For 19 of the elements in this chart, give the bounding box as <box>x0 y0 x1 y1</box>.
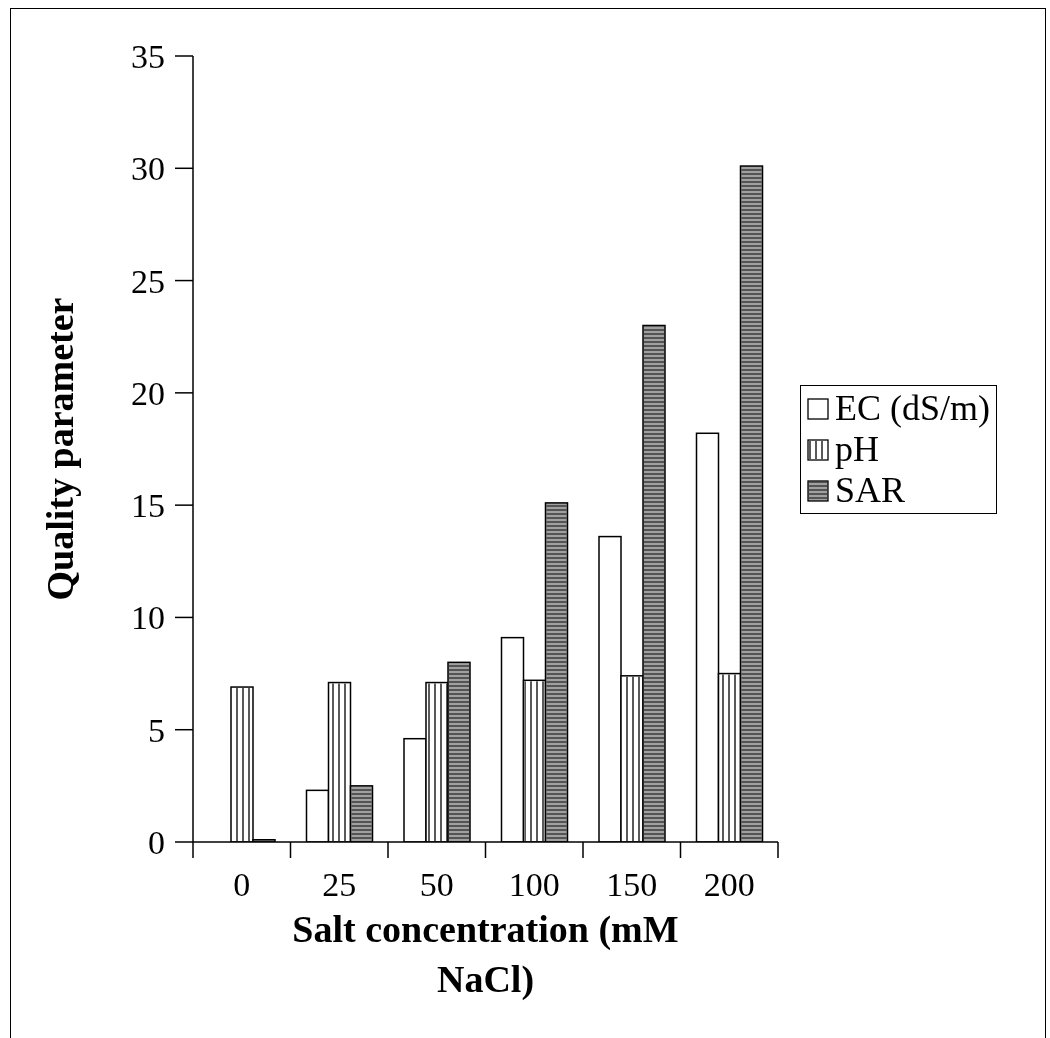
y-axis-title: Quality parameter <box>39 297 82 601</box>
y-tick-label: 15 <box>131 487 165 525</box>
y-tick-label: 30 <box>131 150 165 188</box>
y-tick-label: 0 <box>148 824 165 862</box>
y-tick-label: 20 <box>131 374 165 412</box>
x-tick-label: 200 <box>703 866 755 903</box>
legend-label: pH <box>835 429 879 470</box>
y-tick-label: 5 <box>148 711 165 749</box>
x-tick-label: 100 <box>508 866 560 903</box>
legend-label: EC (dS/m) <box>835 388 991 429</box>
y-tick-label: 10 <box>131 599 165 637</box>
x-axis-title: Salt concentration (mM NaCl) <box>291 907 680 1002</box>
x-tick-label: 50 <box>419 866 454 903</box>
legend-label: SAR <box>835 470 906 511</box>
y-tick-label: 35 <box>131 38 165 76</box>
y-tick-label: 25 <box>131 262 165 300</box>
x-tick-label: 150 <box>606 866 658 903</box>
x-tick-label: 0 <box>233 866 251 903</box>
x-tick-label: 25 <box>322 866 357 903</box>
